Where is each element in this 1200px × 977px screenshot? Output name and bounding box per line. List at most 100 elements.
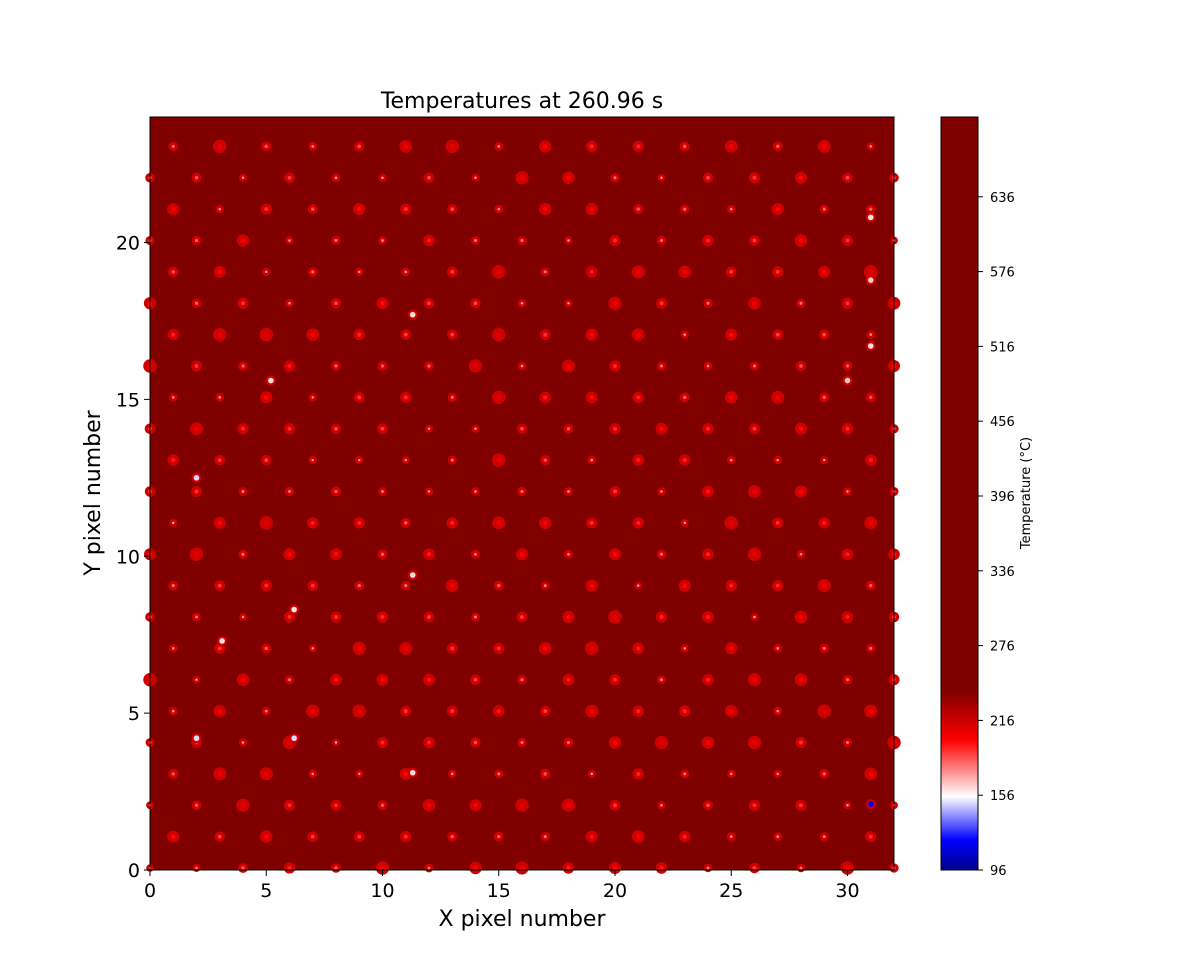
hot-spot — [287, 803, 292, 808]
hot-spot — [171, 709, 175, 713]
highlight-spot — [867, 801, 874, 807]
hot-spot — [821, 269, 827, 275]
hot-spot — [311, 270, 315, 274]
hot-spot — [403, 207, 408, 212]
hot-spot — [356, 708, 362, 714]
hot-spot — [798, 426, 804, 432]
hot-spot — [752, 238, 757, 243]
hot-spot — [589, 269, 594, 275]
hot-spot — [752, 866, 757, 870]
hot-spot — [427, 866, 431, 870]
x-axis: 0 5 10 15 20 25 30 — [144, 870, 860, 902]
hot-spot — [194, 489, 199, 494]
hot-spot — [823, 458, 826, 462]
hot-spot — [450, 646, 455, 651]
hot-spot — [869, 583, 873, 588]
hot-spot — [357, 834, 362, 839]
highlight-spot — [268, 377, 274, 384]
hot-spot — [775, 583, 780, 588]
hot-spot — [543, 709, 548, 713]
hot-spot — [612, 740, 618, 745]
hot-spot — [869, 207, 873, 211]
x-tick-label: 5 — [260, 880, 272, 902]
hot-spot — [450, 332, 455, 337]
hot-spot — [356, 206, 362, 212]
hot-spot — [822, 332, 827, 337]
hot-spot — [218, 207, 222, 211]
hot-spot — [310, 583, 315, 588]
hot-spot — [311, 458, 315, 462]
hot-spot — [287, 363, 292, 369]
hot-spot — [846, 741, 849, 744]
hot-spot — [869, 145, 872, 148]
hot-spot — [728, 708, 734, 714]
hot-spot — [799, 866, 803, 870]
hot-spot — [380, 364, 385, 368]
hot-spot — [589, 206, 595, 212]
hot-spot — [612, 677, 618, 682]
hot-spot — [868, 269, 874, 275]
hot-spot — [426, 238, 432, 243]
hot-spot — [264, 583, 269, 588]
hot-spot — [589, 520, 594, 525]
hot-spot — [728, 143, 734, 149]
hot-spot — [474, 176, 477, 179]
hot-spot — [240, 677, 246, 683]
hot-spot — [426, 802, 432, 808]
hot-spot — [659, 426, 664, 432]
hot-spot — [776, 772, 779, 776]
hot-spot — [381, 176, 384, 180]
hot-spot — [240, 301, 246, 306]
hot-spot — [520, 426, 524, 431]
hot-spot — [473, 740, 478, 745]
hot-spot — [845, 238, 850, 243]
hot-spot — [264, 458, 269, 463]
hot-spot — [170, 206, 176, 212]
hot-spot — [264, 144, 269, 149]
hot-spot — [567, 302, 570, 305]
hot-spot — [311, 144, 315, 148]
hot-spot — [612, 865, 618, 871]
hot-spot — [404, 458, 407, 462]
highlight-spot — [867, 277, 874, 283]
hot-spot — [868, 708, 874, 714]
hot-spot — [846, 490, 849, 493]
hot-spot — [288, 239, 291, 242]
hot-spot — [241, 364, 245, 368]
hot-spot — [496, 646, 501, 651]
hot-spot — [171, 647, 175, 650]
hot-spot — [426, 740, 432, 745]
hot-spot — [264, 646, 268, 651]
hot-spot — [310, 207, 315, 211]
x-tick-label: 20 — [603, 880, 627, 902]
hot-spot — [612, 238, 618, 243]
hot-spot — [450, 207, 455, 211]
hot-spot — [589, 645, 595, 652]
y-tick-label: 15 — [116, 389, 140, 411]
hot-spot — [566, 175, 571, 181]
hot-spot — [798, 614, 804, 620]
hot-spot — [868, 771, 874, 777]
hot-spot — [496, 269, 502, 275]
hot-spot — [776, 144, 780, 149]
hot-spot — [729, 772, 733, 776]
hot-spot — [706, 364, 710, 368]
hot-spot — [357, 395, 362, 400]
hot-spot — [496, 394, 502, 401]
hot-spot — [683, 207, 687, 211]
hot-spot — [706, 866, 710, 870]
hot-spot — [380, 803, 385, 807]
hot-spot — [403, 645, 409, 651]
hot-spot — [450, 269, 455, 274]
hot-spot — [497, 834, 501, 839]
hot-spot — [565, 802, 572, 808]
hot-spot — [846, 804, 849, 807]
hot-spot — [194, 803, 199, 807]
hot-spot — [334, 741, 338, 744]
hot-spot — [240, 802, 246, 808]
hot-spot — [705, 489, 711, 494]
hot-spot — [869, 333, 873, 336]
hot-spot — [217, 834, 222, 839]
hot-spot — [287, 489, 292, 494]
